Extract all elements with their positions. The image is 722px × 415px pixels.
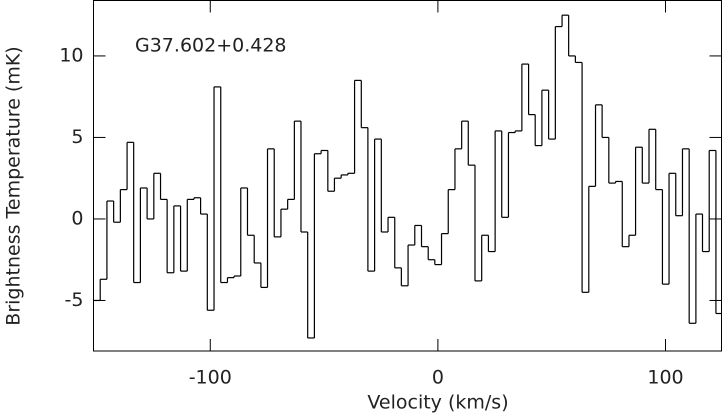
x-tick-label: -100 [189, 367, 232, 389]
x-tick-label: 0 [432, 367, 444, 389]
y-tick-label: 10 [59, 44, 83, 66]
y-tick-label: -5 [65, 289, 84, 311]
x-tick-label: 100 [647, 367, 683, 389]
y-axis-label: Brightness Temperature (mK) [3, 46, 25, 325]
y-tick-label: 0 [71, 207, 83, 229]
annotation: G37.602+0.428 [135, 35, 287, 57]
series [93, 14, 722, 339]
y-tick-label: 5 [71, 126, 83, 148]
x-axis-label: Velocity (km/s) [367, 392, 508, 414]
